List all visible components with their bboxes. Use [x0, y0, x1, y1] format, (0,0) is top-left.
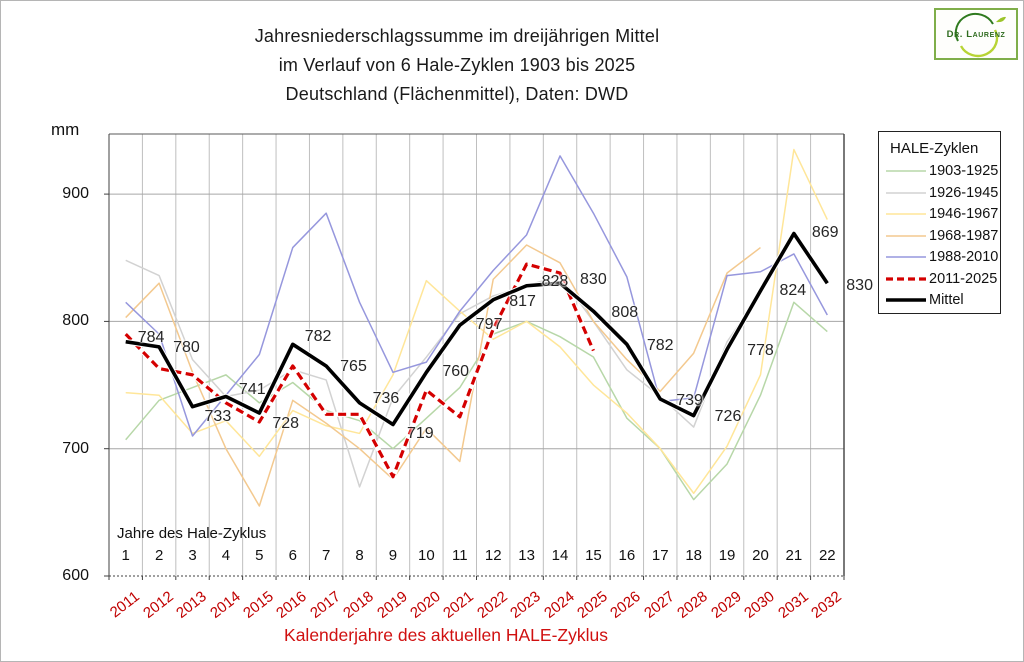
cycle-year-number-1: 1: [121, 547, 130, 564]
legend-label: 1903-1925: [929, 163, 999, 179]
cycle-year-number-12: 12: [484, 547, 502, 564]
legend-label: 2011-2025: [929, 270, 998, 287]
legend-line-sample: [886, 256, 926, 258]
legend-label: 1926-1945: [929, 184, 999, 201]
mittel-value-label: 760: [442, 363, 470, 381]
cycle-year-number-3: 3: [188, 547, 197, 564]
legend-item-Mittel: Mittel: [885, 292, 997, 308]
y-tick-label-800: 800: [62, 312, 89, 330]
cycle-year-number-22: 22: [818, 547, 836, 564]
page-title: Jahresniederschlagssumme im dreijährigen…: [1, 22, 913, 109]
logo-circle-icon: [954, 12, 1006, 58]
legend-line-sample: [886, 213, 926, 215]
title-line-3: Deutschland (Flächenmittel), Daten: DWD: [285, 84, 629, 104]
cycle-year-number-20: 20: [752, 547, 769, 564]
cycle-year-number-4: 4: [221, 547, 231, 564]
mittel-value-label: 782: [304, 328, 332, 346]
legend: HALE-Zyklen 1903-1925 1926-1945 1946-1967 1…: [878, 131, 1001, 314]
mittel-value-label: 741: [238, 380, 266, 398]
cycle-year-number-16: 16: [618, 547, 636, 564]
mittel-value-label: 869: [811, 223, 839, 241]
mittel-value-label: 824: [779, 281, 807, 299]
series-line-1988-2010: [125, 155, 828, 437]
title-line-1: Jahresniederschlagssumme im dreijährigen…: [254, 26, 660, 46]
y-axis-unit: mm: [51, 120, 80, 139]
mittel-value-label: 817: [509, 292, 536, 310]
cycle-year-number-15: 15: [585, 547, 602, 564]
mittel-value-label: 780: [173, 338, 200, 356]
mittel-value-label: 739: [676, 392, 703, 410]
legend-line-sample: [886, 276, 926, 281]
mittel-value-label: 728: [272, 415, 300, 433]
y-tick-label-900: 900: [62, 185, 89, 203]
cycle-year-number-8: 8: [355, 547, 364, 564]
mittel-value-label: 830: [580, 271, 607, 289]
mittel-value-label: 765: [340, 357, 367, 375]
series-line-2011-2025: [124, 262, 595, 479]
legend-item-1968-1987: 1968-1987: [885, 227, 999, 244]
legend-line-sample: [886, 191, 926, 194]
cycle-year-number-5: 5: [255, 547, 264, 564]
cycle-year-number-18: 18: [685, 547, 702, 564]
legend-item-1903-1925: 1903-1925: [885, 163, 999, 179]
y-tick-label-600: 600: [62, 567, 89, 584]
cycle-year-number-7: 7: [321, 547, 331, 564]
mittel-value-label: 778: [747, 342, 774, 360]
cycle-year-number-6: 6: [288, 547, 297, 564]
legend-title: HALE-Zyklen: [890, 140, 979, 157]
logo-text: Dr. Laurenz: [946, 29, 1006, 40]
x-axis-title: Kalenderjahre des aktuellen HALE-Zyklus: [284, 625, 608, 645]
legend-item-2011-2025: 2011-2025: [885, 271, 997, 287]
legend-label: 1946-1967: [929, 206, 999, 222]
cycle-year-number-21: 21: [785, 547, 803, 564]
legend-line-sample: [886, 234, 926, 237]
legend-label: 1988-2010: [929, 249, 999, 265]
cycle-year-number-10: 10: [418, 547, 435, 564]
mittel-value-label: 726: [714, 407, 742, 425]
title-line-2: im Verlauf von 6 Hale-Zyklen 1903 bis 20…: [278, 55, 636, 75]
legend-line-sample: [886, 170, 926, 172]
cycle-year-number-9: 9: [388, 547, 398, 564]
cycle-year-number-17: 17: [651, 547, 669, 564]
legend-line-sample: [886, 298, 926, 302]
mittel-value-label: 719: [406, 424, 434, 442]
cycle-year-number-19: 19: [718, 547, 736, 564]
mittel-value-label: 736: [372, 389, 400, 407]
y-tick-label-700: 700: [62, 439, 89, 457]
mittel-value-label: 733: [204, 407, 232, 425]
mittel-value-label: 784: [137, 328, 165, 346]
series-line-Mittel: [125, 231, 829, 427]
series-line-1946-1967: [125, 148, 828, 495]
cycle-axis-inner-label: Jahre des Hale-Zyklus: [117, 525, 267, 542]
cycle-year-number-14: 14: [551, 547, 569, 564]
mittel-value-label: 830: [846, 277, 873, 295]
mittel-value-label: 782: [646, 337, 674, 355]
mittel-value-label: 797: [475, 316, 503, 334]
logo-dr-laurenz: Dr. Laurenz: [934, 8, 1018, 60]
mittel-value-label: 828: [541, 272, 569, 290]
cycle-year-number-13: 13: [518, 547, 535, 564]
legend-item-1988-2010: 1988-2010: [885, 249, 999, 265]
leaf-icon: [996, 16, 1006, 23]
legend-item-1926-1945: 1926-1945: [885, 184, 999, 201]
cycle-year-number-11: 11: [451, 547, 468, 564]
series-line-1903-1925: [125, 301, 828, 501]
legend-label: Mittel: [929, 292, 964, 308]
legend-label: 1968-1987: [929, 227, 999, 244]
mittel-value-label: 808: [611, 304, 639, 322]
cycle-year-number-2: 2: [154, 547, 164, 564]
legend-item-1946-1967: 1946-1967: [885, 206, 999, 222]
